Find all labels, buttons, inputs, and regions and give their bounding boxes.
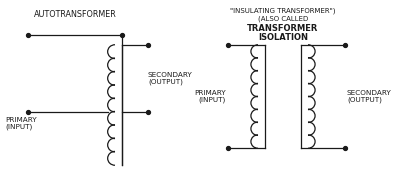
- Text: TRANSFORMER: TRANSFORMER: [247, 24, 319, 33]
- Text: "INSULATING TRANSFORMER"): "INSULATING TRANSFORMER"): [230, 8, 336, 14]
- Text: SECONDARY
(OUTPUT): SECONDARY (OUTPUT): [347, 90, 392, 103]
- Text: (ALSO CALLED: (ALSO CALLED: [258, 15, 308, 21]
- Text: ISOLATION: ISOLATION: [258, 33, 308, 42]
- Text: PRIMARY
(INPUT): PRIMARY (INPUT): [5, 117, 37, 130]
- Text: AUTOTRANSFORMER: AUTOTRANSFORMER: [33, 10, 116, 19]
- Text: PRIMARY
(INPUT): PRIMARY (INPUT): [194, 90, 226, 103]
- Text: SECONDARY
(OUTPUT): SECONDARY (OUTPUT): [148, 72, 193, 85]
